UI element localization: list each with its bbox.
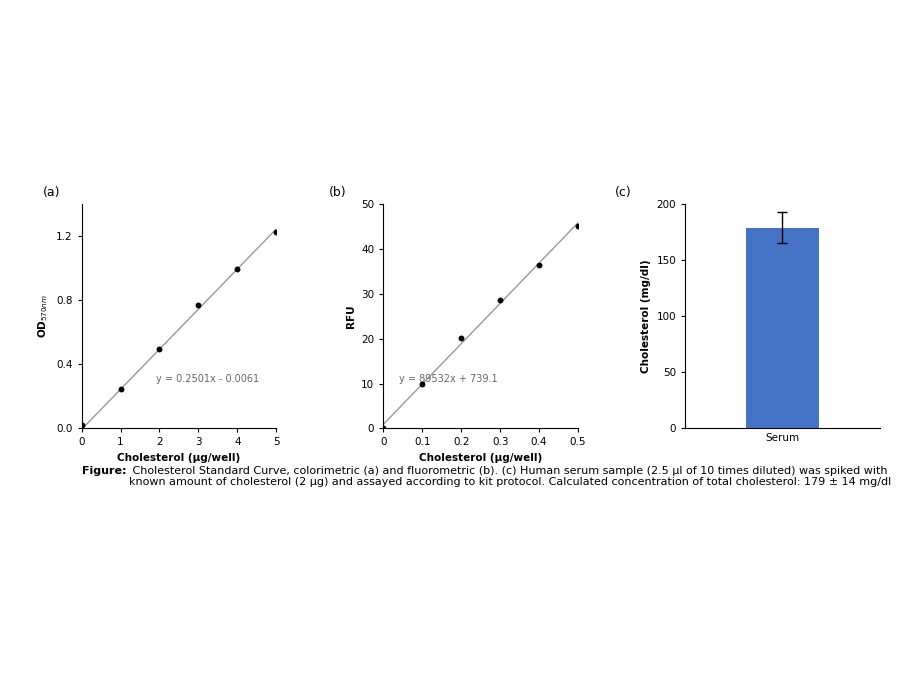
Text: Cholesterol Standard Curve, colorimetric (a) and fluorometric (b). (c) Human ser: Cholesterol Standard Curve, colorimetric… [129, 466, 891, 488]
Point [454, 333, 469, 343]
Point [571, 220, 585, 231]
Point [152, 344, 167, 355]
Point [269, 226, 284, 237]
Text: Figure:: Figure: [82, 466, 126, 476]
X-axis label: Cholesterol (μg/well): Cholesterol (μg/well) [117, 453, 240, 463]
Point [376, 423, 391, 434]
Bar [746, 228, 819, 428]
Text: (b): (b) [329, 186, 346, 199]
Point [74, 419, 89, 430]
Point [493, 295, 507, 306]
X-axis label: Cholesterol (μg/well): Cholesterol (μg/well) [419, 453, 542, 463]
Point [415, 379, 430, 390]
Text: y = 89532x + 739.1: y = 89532x + 739.1 [399, 374, 498, 384]
Point [230, 264, 245, 275]
Y-axis label: Cholesterol (mg/dl): Cholesterol (mg/dl) [640, 259, 651, 373]
Text: (a): (a) [43, 186, 60, 199]
Point [191, 300, 206, 311]
Text: (c): (c) [615, 186, 632, 199]
Point [532, 259, 546, 270]
Y-axis label: RFU: RFU [346, 305, 356, 328]
Text: y = 0.2501x - 0.0061: y = 0.2501x - 0.0061 [156, 374, 258, 384]
Y-axis label: OD$_{570nm}$: OD$_{570nm}$ [36, 294, 51, 338]
Point [113, 384, 128, 394]
